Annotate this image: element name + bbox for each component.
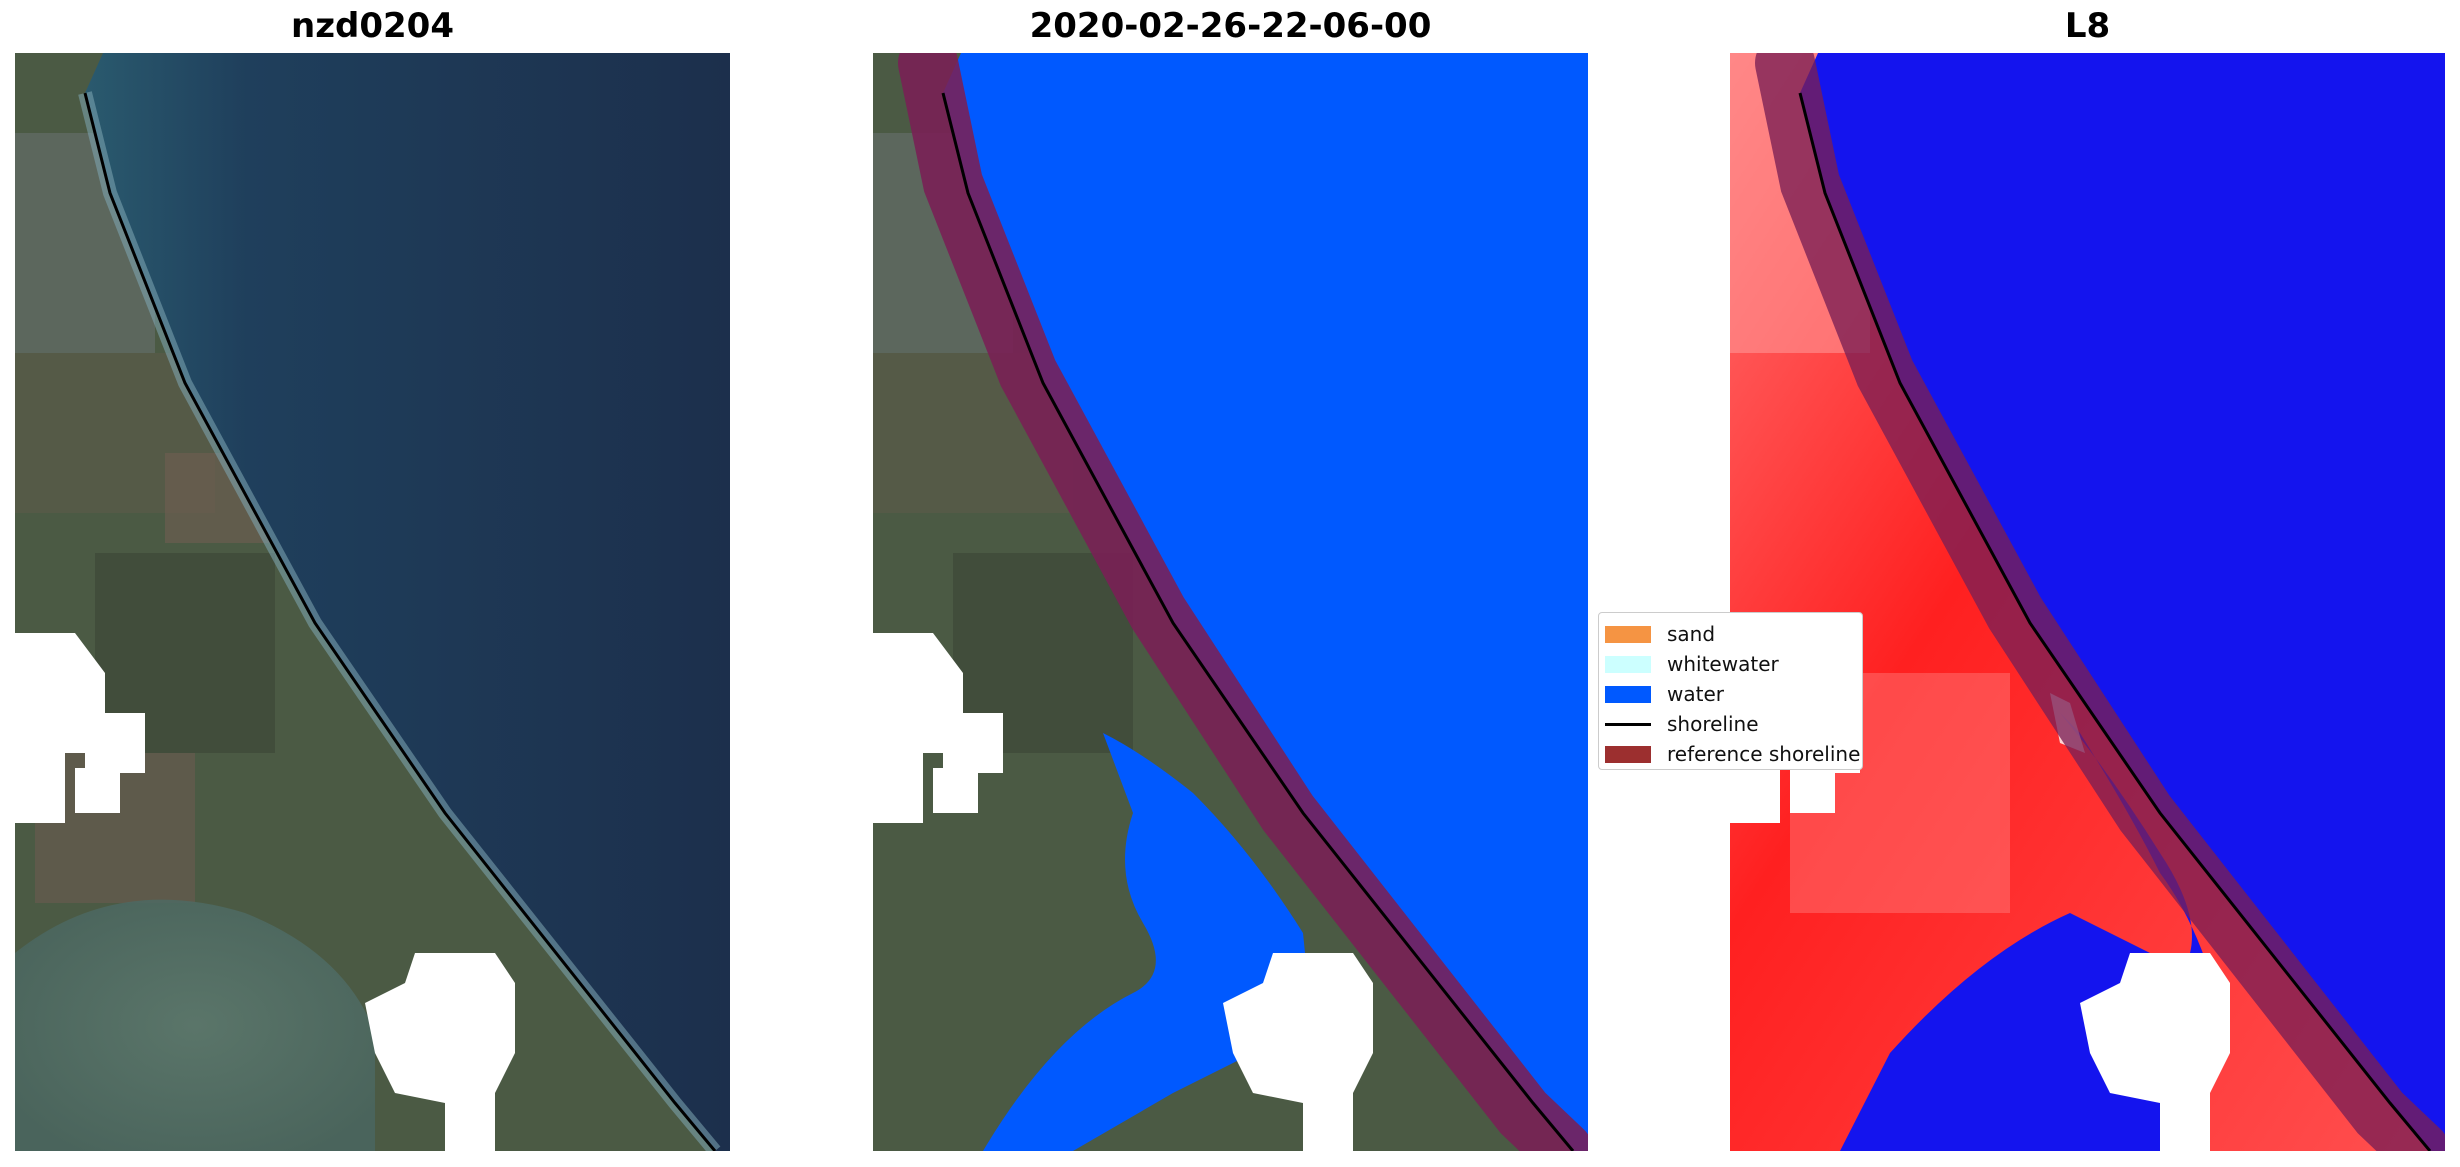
panel-title-rgb: nzd0204 — [291, 6, 454, 46]
legend-item-whitewater: whitewater — [1605, 649, 1862, 679]
panel-title-classified: 2020-02-26-22-06-00 — [1029, 6, 1432, 46]
legend-label-shoreline: shoreline — [1667, 712, 1759, 736]
rgb-image-panel — [15, 53, 730, 1151]
index-image — [1730, 53, 2445, 1151]
sand-swatch — [1605, 625, 1651, 643]
classified-image-panel — [873, 53, 1588, 1151]
water-swatch — [1605, 685, 1651, 703]
shoreline-line-swatch — [1605, 722, 1651, 726]
legend-label-sand: sand — [1667, 622, 1716, 646]
legend-item-sand: sand — [1605, 619, 1862, 649]
legend-item-shoreline: shoreline — [1605, 709, 1862, 739]
legend-item-reference-shoreline: reference shoreline — [1605, 739, 1862, 769]
reference-shoreline-swatch — [1605, 745, 1651, 763]
panel-title-index: L8 — [2064, 6, 2111, 46]
rgb-satellite-image — [15, 53, 730, 1151]
legend: sand whitewater water shoreline referenc… — [1598, 612, 1863, 770]
legend-item-water: water — [1605, 679, 1862, 709]
legend-label-whitewater: whitewater — [1667, 652, 1779, 676]
index-image-panel — [1730, 53, 2445, 1151]
classified-image — [873, 53, 1588, 1151]
whitewater-swatch — [1605, 655, 1651, 673]
legend-label-reference-shoreline: reference shoreline — [1667, 742, 1861, 766]
legend-label-water: water — [1667, 682, 1724, 706]
